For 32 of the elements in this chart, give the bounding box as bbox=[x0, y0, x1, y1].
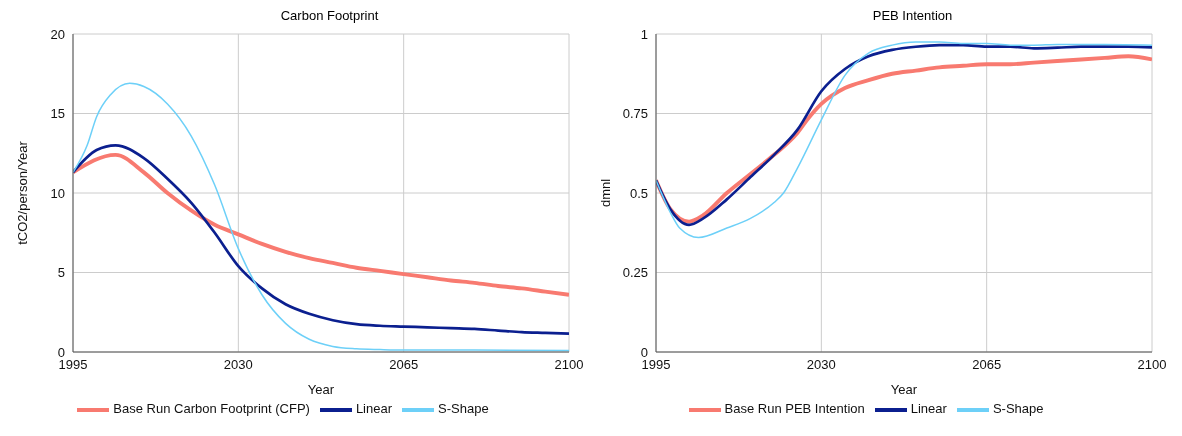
y-axis-title: dmnl bbox=[597, 178, 613, 208]
legend-label: Linear bbox=[355, 401, 393, 417]
x-tick-label: 2100 bbox=[554, 357, 584, 373]
legend-label: S-Shape bbox=[438, 401, 489, 417]
y-axis-title: tCO2/person/Year bbox=[14, 140, 30, 245]
x-tick-label: 2030 bbox=[223, 357, 253, 373]
y-tick-label: 0 bbox=[57, 344, 65, 360]
chart-title: Carbon Footprint bbox=[279, 8, 380, 25]
y-tick-label: 5 bbox=[57, 265, 65, 281]
y-tick-label: 10 bbox=[50, 185, 65, 201]
x-tick-label: 2065 bbox=[389, 357, 419, 373]
x-axis-title: Year bbox=[307, 382, 335, 397]
y-tick-label: 20 bbox=[50, 26, 65, 42]
x-tick-label: 1995 bbox=[58, 357, 88, 373]
y-tick-label: 0.25 bbox=[622, 265, 648, 281]
line-series bbox=[73, 152, 569, 297]
x-tick-label: 2030 bbox=[806, 357, 836, 373]
y-tick-label: 0 bbox=[640, 344, 648, 360]
legend-label: S-Shape bbox=[992, 401, 1044, 417]
y-tick-label: 15 bbox=[50, 106, 65, 122]
y-tick-label: 1 bbox=[640, 26, 648, 42]
legend-label: Base Run PEB Intention bbox=[724, 401, 865, 417]
y-tick-label: 0.75 bbox=[622, 106, 648, 122]
y-tick-label: 0.5 bbox=[629, 185, 648, 201]
legend-label: Base Run Carbon Footprint (CFP) bbox=[113, 401, 310, 417]
chart-title: PEB Intention bbox=[871, 8, 954, 25]
x-tick-label: 2065 bbox=[972, 357, 1002, 373]
x-tick-label: 2100 bbox=[1137, 357, 1167, 373]
legend-label: Linear bbox=[910, 401, 947, 417]
x-axis-title: Year bbox=[890, 382, 918, 397]
x-tick-label: 1995 bbox=[641, 357, 671, 373]
line-series bbox=[73, 143, 569, 336]
